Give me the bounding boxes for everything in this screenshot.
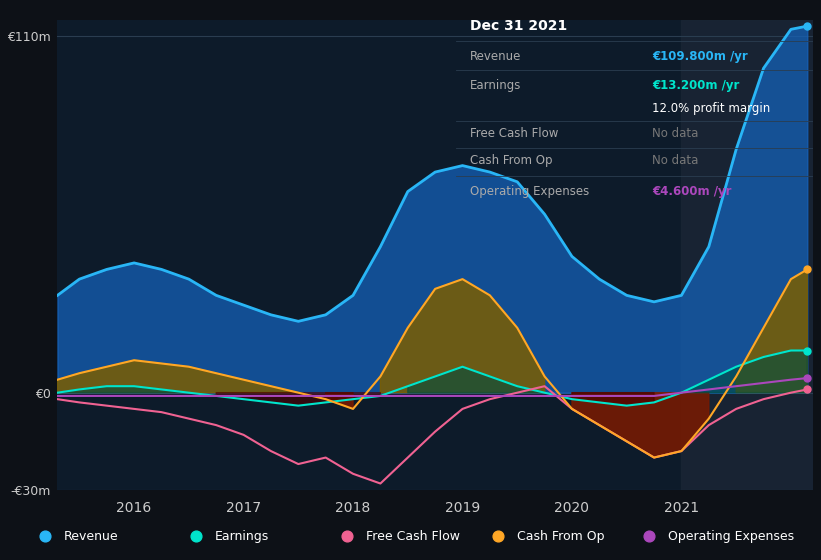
Bar xyxy=(681,20,813,490)
Point xyxy=(341,532,354,541)
Text: €13.200m /yr: €13.200m /yr xyxy=(652,80,740,92)
Point xyxy=(643,532,656,541)
Text: No data: No data xyxy=(652,154,699,167)
Text: Free Cash Flow: Free Cash Flow xyxy=(470,127,558,141)
Text: €4.600m /yr: €4.600m /yr xyxy=(652,185,732,198)
Text: Operating Expenses: Operating Expenses xyxy=(470,185,589,198)
Text: Operating Expenses: Operating Expenses xyxy=(668,530,794,543)
Point xyxy=(800,22,814,31)
Point xyxy=(800,374,814,382)
Text: Dec 31 2021: Dec 31 2021 xyxy=(470,18,567,32)
Text: Revenue: Revenue xyxy=(64,530,118,543)
Point xyxy=(800,346,814,355)
Point xyxy=(492,532,505,541)
Text: 12.0% profit margin: 12.0% profit margin xyxy=(652,102,770,115)
Point xyxy=(39,532,52,541)
Point xyxy=(800,385,814,394)
Point xyxy=(800,265,814,274)
Text: Cash From Op: Cash From Op xyxy=(470,154,553,167)
Text: Revenue: Revenue xyxy=(470,50,521,63)
Text: €109.800m /yr: €109.800m /yr xyxy=(652,50,748,63)
Text: Cash From Op: Cash From Op xyxy=(517,530,604,543)
Text: Earnings: Earnings xyxy=(215,530,269,543)
Point xyxy=(190,532,203,541)
Text: No data: No data xyxy=(652,127,699,141)
Text: Earnings: Earnings xyxy=(470,80,521,92)
Text: Free Cash Flow: Free Cash Flow xyxy=(366,530,460,543)
